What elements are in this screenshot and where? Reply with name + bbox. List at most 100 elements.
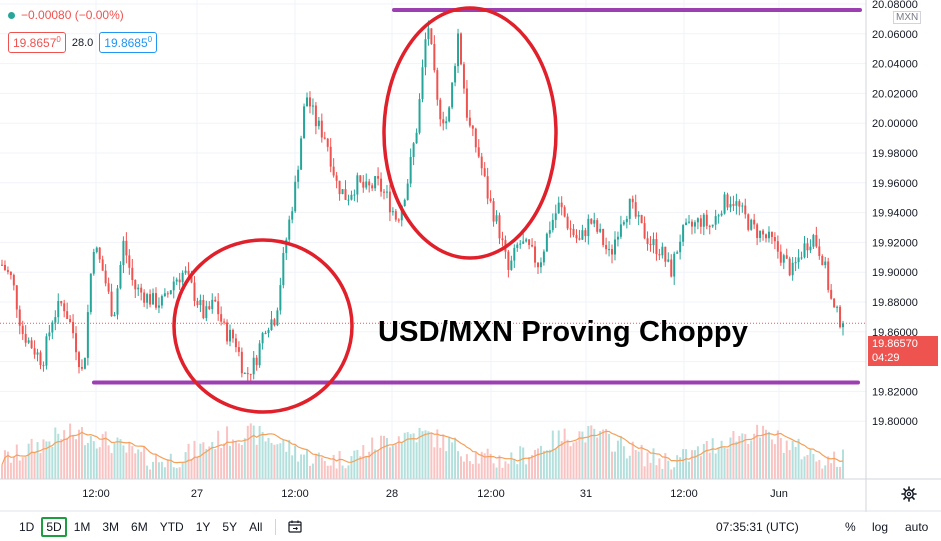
grid-lines [0,0,866,479]
candle-body [782,255,785,263]
log-toggle[interactable]: log [872,520,889,534]
volume-bar [744,434,747,479]
volume-bar [599,431,602,479]
candle-body [294,181,297,212]
timeframe-all[interactable]: All [249,519,263,534]
candle-body [362,181,365,188]
candle-body [619,224,622,237]
volume-bar [705,441,708,479]
candle-body [424,39,427,68]
volume-bar [690,450,693,479]
volume-bar [131,446,134,479]
chart-legend: −0.00080 (−0.00%) 19.86570 28.0 19.86850 [8,8,158,53]
auto-toggle[interactable]: auto [905,520,929,534]
currency-label[interactable]: MXN [893,11,922,24]
timeframe-1y[interactable]: 1Y [195,519,211,534]
volume-bar [229,445,232,479]
candle-body [285,239,288,253]
volume-bar [137,449,140,479]
volume-bar [557,430,560,479]
candle-body [486,176,489,199]
timeframe-3m[interactable]: 3M [102,519,120,534]
price-chart[interactable]: 19.8000019.8200019.8400019.8600019.88000… [0,0,941,512]
volume-bar [602,429,605,479]
candle-body [714,216,717,225]
volume-bar [519,446,522,479]
volume-bar [311,463,314,479]
volume-bar [199,443,202,479]
volume-bar [572,442,575,479]
candle-body [791,262,794,276]
volume-bar [397,436,400,479]
volume-bar [676,455,679,479]
candle-body [214,299,217,302]
candle-body [830,289,833,299]
volume-bar [433,447,436,479]
timeframe-1d[interactable]: 1D [19,519,35,534]
timeframe-ytd[interactable]: YTD [159,519,184,534]
candle-body [735,201,738,206]
candle-body [107,283,110,292]
candle-body [1,264,3,266]
candle-body [531,244,534,247]
candle-body [211,299,214,310]
candle-body [391,211,394,213]
volume-bar [803,456,806,479]
candle-body [326,138,329,147]
candle-body [338,180,341,195]
candle-body [599,228,602,232]
volume-bar [842,449,844,479]
percent-toggle[interactable]: % [845,520,856,534]
volume-bar [513,459,516,479]
volume-bar [406,432,409,479]
volume-bar [551,430,554,479]
candle-body [297,169,300,182]
candle-body [403,199,406,206]
timeframe-1m[interactable]: 1M [73,519,91,534]
candle-body [462,64,465,89]
candle-body [350,194,353,200]
volume-bar [729,437,732,479]
candle-body [15,285,18,310]
timeframe-6m[interactable]: 6M [131,519,148,534]
volume-bar [403,432,406,479]
calendar-range-icon[interactable] [288,520,303,533]
candle-body [190,274,193,283]
volume-bar [445,451,448,479]
volume-bar [738,436,741,479]
candle-body [643,223,646,239]
utc-clock[interactable]: 07:35:31 (UTC) [716,520,799,534]
candle-body [237,347,240,352]
volume-bar [418,427,421,479]
volume-bar [329,465,332,479]
volume-bar [119,439,122,479]
volume-bar [323,460,326,479]
volume-bar [261,432,264,479]
candle-body [220,314,223,322]
volume-bar [539,445,542,479]
volume-bar [288,439,291,479]
candle-body [433,44,436,71]
bid-price-button[interactable]: 19.86570 [8,32,66,53]
ask-price-button[interactable]: 19.86850 [99,32,158,53]
candle-body [812,235,815,247]
candle-body [501,238,504,241]
volume-bar [566,439,569,479]
candle-body [776,241,779,252]
volume-bar [782,452,785,479]
timeframe-5y[interactable]: 5Y [222,519,238,534]
candle-body [291,211,294,220]
volume-bar [462,461,465,479]
candle-body [492,201,495,222]
gear-icon[interactable] [901,486,917,502]
candle-body [762,230,765,235]
candle-body [217,301,220,315]
candle-body [436,70,439,100]
volume-bar [371,437,374,479]
candle-body [3,264,6,271]
timeframe-5d[interactable]: 5D [41,516,67,537]
candle-body [685,222,688,226]
candle-body [471,125,474,129]
candle-body [240,351,243,374]
volume-bar [30,438,33,479]
